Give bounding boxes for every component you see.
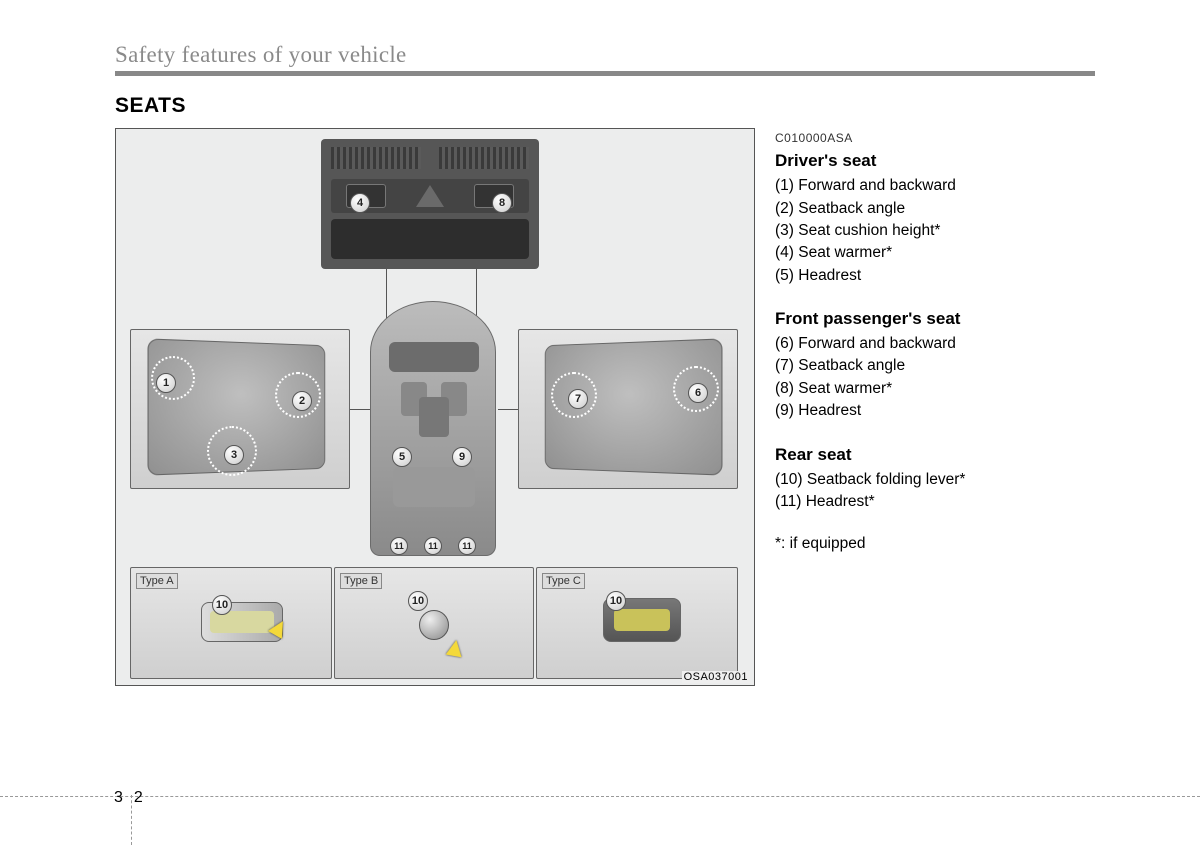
list-item: (6) Forward and backward [775,333,1085,355]
page-number: 32 [118,773,145,823]
list-item: (10) Seatback folding lever* [775,469,1085,491]
rear-seat-list: (10) Seatback folding lever* (11) Headre… [775,469,1085,514]
lever-cavity [614,609,670,631]
list-item: (2) Seatback angle [775,198,1085,220]
marker-2: 2 [292,391,312,411]
page-number-separator [131,795,132,845]
type-c-label: Type C [542,573,585,589]
list-item: (4) Seat warmer* [775,242,1085,264]
seats-diagram: 4 8 5 9 11 11 11 [115,128,755,686]
type-b-label: Type B [340,573,382,589]
hazard-triangle-icon [416,185,444,207]
marker-10: 10 [408,591,428,611]
footer-rule [0,796,1200,797]
leader-line [350,409,370,410]
section-heading: SEATS [115,94,1110,118]
leader-line [476,269,477,319]
marker-11: 11 [390,537,408,555]
driver-seat-list: (1) Forward and backward (2) Seatback an… [775,175,1085,287]
folding-knob-b [419,610,449,640]
list-item: (9) Headrest [775,400,1085,422]
image-code: OSA037001 [682,671,750,683]
leader-line [386,269,387,319]
list-item: (1) Forward and backward [775,175,1085,197]
list-item: (11) Headrest* [775,491,1085,513]
list-item: (7) Seatback angle [775,355,1085,377]
list-item: (8) Seat warmer* [775,378,1085,400]
marker-10: 10 [606,591,626,611]
passenger-seat-heading: Front passenger's seat [775,307,1085,332]
marker-10: 10 [212,595,232,615]
manual-page: Safety features of your vehicle SEATS 4 … [0,0,1200,686]
console [419,397,449,437]
marker-3: 3 [224,445,244,465]
type-a-label: Type A [136,573,178,589]
marker-5: 5 [392,447,412,467]
marker-8: 8 [492,193,512,213]
section-number: 3 [114,789,123,806]
marker-9: 9 [452,447,472,467]
vent-right [439,147,529,169]
chapter-title: Safety features of your vehicle [115,42,1110,68]
passenger-seat-panel [518,329,738,489]
doc-code: C010000ASA [775,130,1085,147]
car-topdown [370,301,496,556]
marker-4: 4 [350,193,370,213]
text-column: C010000ASA Driver's seat (1) Forward and… [775,128,1085,686]
marker-11: 11 [424,537,442,555]
list-item: (5) Headrest [775,265,1085,287]
passenger-seat-list: (6) Forward and backward (7) Seatback an… [775,333,1085,423]
page-in-section: 2 [134,789,143,806]
marker-1: 1 [156,373,176,393]
arrow-icon [446,639,465,658]
marker-7: 7 [568,389,588,409]
marker-11: 11 [458,537,476,555]
list-item: (3) Seat cushion height* [775,220,1085,242]
driver-seat-panel [130,329,350,489]
marker-6: 6 [688,383,708,403]
rear-seat-heading: Rear seat [775,443,1085,468]
driver-seat-heading: Driver's seat [775,149,1085,174]
windshield [389,342,479,372]
rear-bench [393,467,475,507]
leader-line [498,409,518,410]
vent-left [331,147,421,169]
storage-slot [331,219,529,259]
title-rule [115,71,1095,76]
content-row: 4 8 5 9 11 11 11 [115,128,1110,686]
footnote: *: if equipped [775,533,1085,555]
